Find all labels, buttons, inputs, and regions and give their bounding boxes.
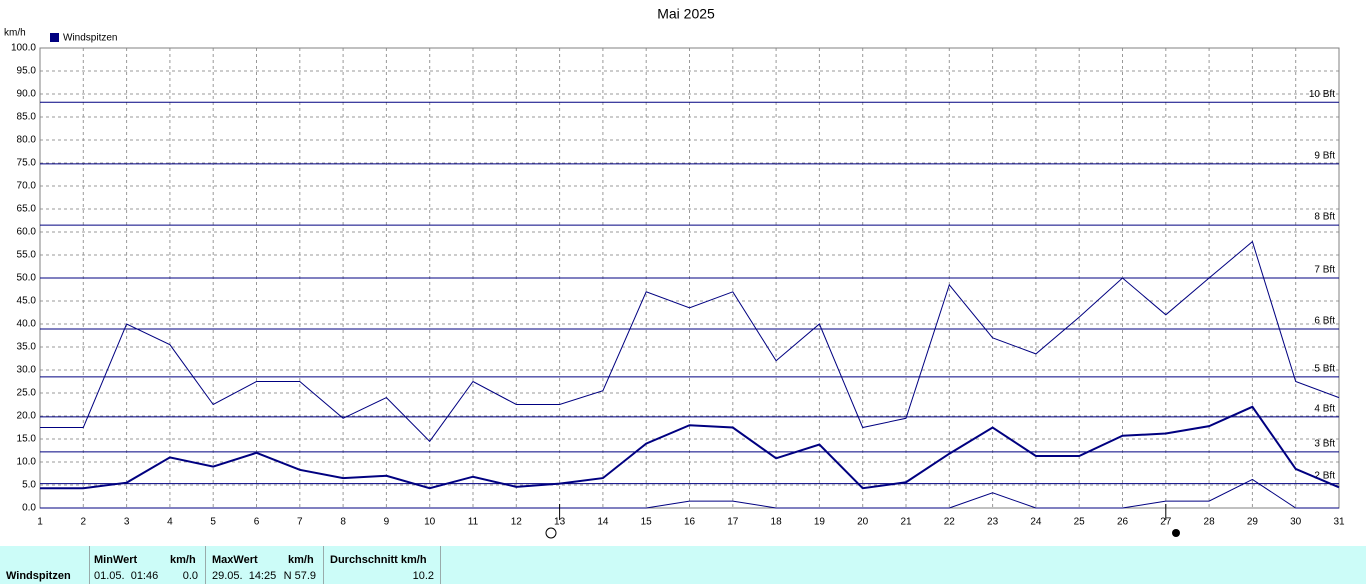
- beaufort-label: 2 Bft: [1314, 470, 1335, 481]
- y-tick-label: 50.0: [17, 273, 37, 284]
- full-moon-icon: [545, 527, 557, 539]
- y-tick-label: 70.0: [17, 181, 37, 192]
- beaufort-label: 10 Bft: [1309, 89, 1335, 100]
- beaufort-label: 5 Bft: [1314, 364, 1335, 375]
- x-tick-label: 26: [1117, 517, 1129, 528]
- x-tick-label: 10: [424, 517, 436, 528]
- x-tick-label: 28: [1204, 517, 1216, 528]
- beaufort-label: 9 Bft: [1314, 151, 1335, 162]
- x-tick-label: 12: [511, 517, 523, 528]
- x-tick-label: 14: [597, 517, 609, 528]
- row-label: Windspitzen: [6, 570, 71, 582]
- y-tick-label: 25.0: [17, 388, 37, 399]
- y-tick-label: 20.0: [17, 411, 37, 422]
- cell: 01.05. 01:46: [94, 570, 159, 582]
- y-tick-label: 65.0: [17, 204, 37, 215]
- x-tick-label: 18: [771, 517, 783, 528]
- x-tick-label: 9: [384, 517, 390, 528]
- x-tick-label: 23: [987, 517, 999, 528]
- y-tick-label: 15.0: [17, 434, 37, 445]
- y-tick-label: 0.0: [22, 503, 36, 514]
- x-tick-label: 11: [468, 517, 479, 528]
- y-tick-label: 95.0: [17, 66, 37, 77]
- y-tick-label: 40.0: [17, 319, 37, 330]
- x-tick-label: 6: [254, 517, 260, 528]
- cell: N 57.9: [283, 570, 316, 582]
- y-tick-label: 100.0: [11, 43, 36, 54]
- chart-title: Mai 2025: [657, 6, 715, 22]
- header-cell: Durchschnitt km/h: [330, 554, 427, 566]
- x-tick-label: 2: [81, 517, 87, 528]
- x-tick-label: 19: [814, 517, 826, 528]
- series-line: [40, 478, 1339, 509]
- header-cell: km/h: [170, 554, 196, 566]
- x-tick-label: 8: [340, 517, 346, 528]
- beaufort-label: 6 Bft: [1314, 316, 1335, 327]
- x-tick-label: 30: [1290, 517, 1302, 528]
- cell: 29.05. 14:25: [212, 570, 277, 582]
- x-tick-label: 7: [297, 517, 303, 528]
- header-cell: km/h: [288, 554, 314, 566]
- x-tick-label: 24: [1030, 517, 1042, 528]
- x-tick-label: 21: [900, 517, 912, 528]
- series-line: [40, 405, 1340, 490]
- y-tick-label: 30.0: [17, 365, 37, 376]
- y-tick-label: 60.0: [17, 227, 37, 238]
- y-tick-label: 90.0: [17, 89, 37, 100]
- x-tick-label: 1: [37, 517, 43, 528]
- y-tick-label: 5.0: [22, 480, 36, 491]
- x-tick-label: 25: [1074, 517, 1086, 528]
- y-tick-label: 80.0: [17, 135, 37, 146]
- summary-table: Windspitzen MinWert km/h MaxWert km/h Du…: [0, 546, 1366, 584]
- x-tick-label: 15: [641, 517, 653, 528]
- x-tick-label: 31: [1333, 517, 1345, 528]
- beaufort-label: 8 Bft: [1314, 212, 1335, 223]
- legend-swatch: [50, 33, 59, 42]
- beaufort-label: 7 Bft: [1314, 265, 1335, 276]
- y-tick-label: 55.0: [17, 250, 37, 261]
- y-tick-label: 35.0: [17, 342, 37, 353]
- x-tick-label: 17: [727, 517, 739, 528]
- x-tick-label: 5: [210, 517, 216, 528]
- cell: 10.2: [412, 570, 434, 582]
- x-tick-label: 20: [857, 517, 869, 528]
- series-line: [40, 240, 1340, 443]
- x-tick-label: 4: [167, 517, 173, 528]
- x-tick-label: 16: [684, 517, 696, 528]
- header-cell: MaxWert: [212, 554, 258, 566]
- y-tick-label: 75.0: [17, 158, 37, 169]
- cell: 0.0: [182, 570, 198, 582]
- x-tick-label: 22: [944, 517, 956, 528]
- x-tick-label: 3: [124, 517, 130, 528]
- legend-label: Windspitzen: [63, 33, 117, 44]
- y-tick-label: 45.0: [17, 296, 37, 307]
- beaufort-label: 4 Bft: [1314, 404, 1335, 415]
- beaufort-label: 3 Bft: [1314, 439, 1335, 450]
- x-tick-label: 29: [1247, 517, 1259, 528]
- x-tick-label: 13: [554, 517, 566, 528]
- x-tick-label: 27: [1160, 517, 1172, 528]
- chart: Mai 2025 km/h Windspitzen 0.0 5.0 10.0 15.0…: [4, 6, 1345, 539]
- y-tick-label: 85.0: [17, 112, 37, 123]
- new-moon-icon: [1172, 529, 1180, 537]
- header-cell: MinWert: [94, 554, 138, 566]
- y-axis-label: km/h: [4, 28, 26, 39]
- y-tick-label: 10.0: [17, 457, 37, 468]
